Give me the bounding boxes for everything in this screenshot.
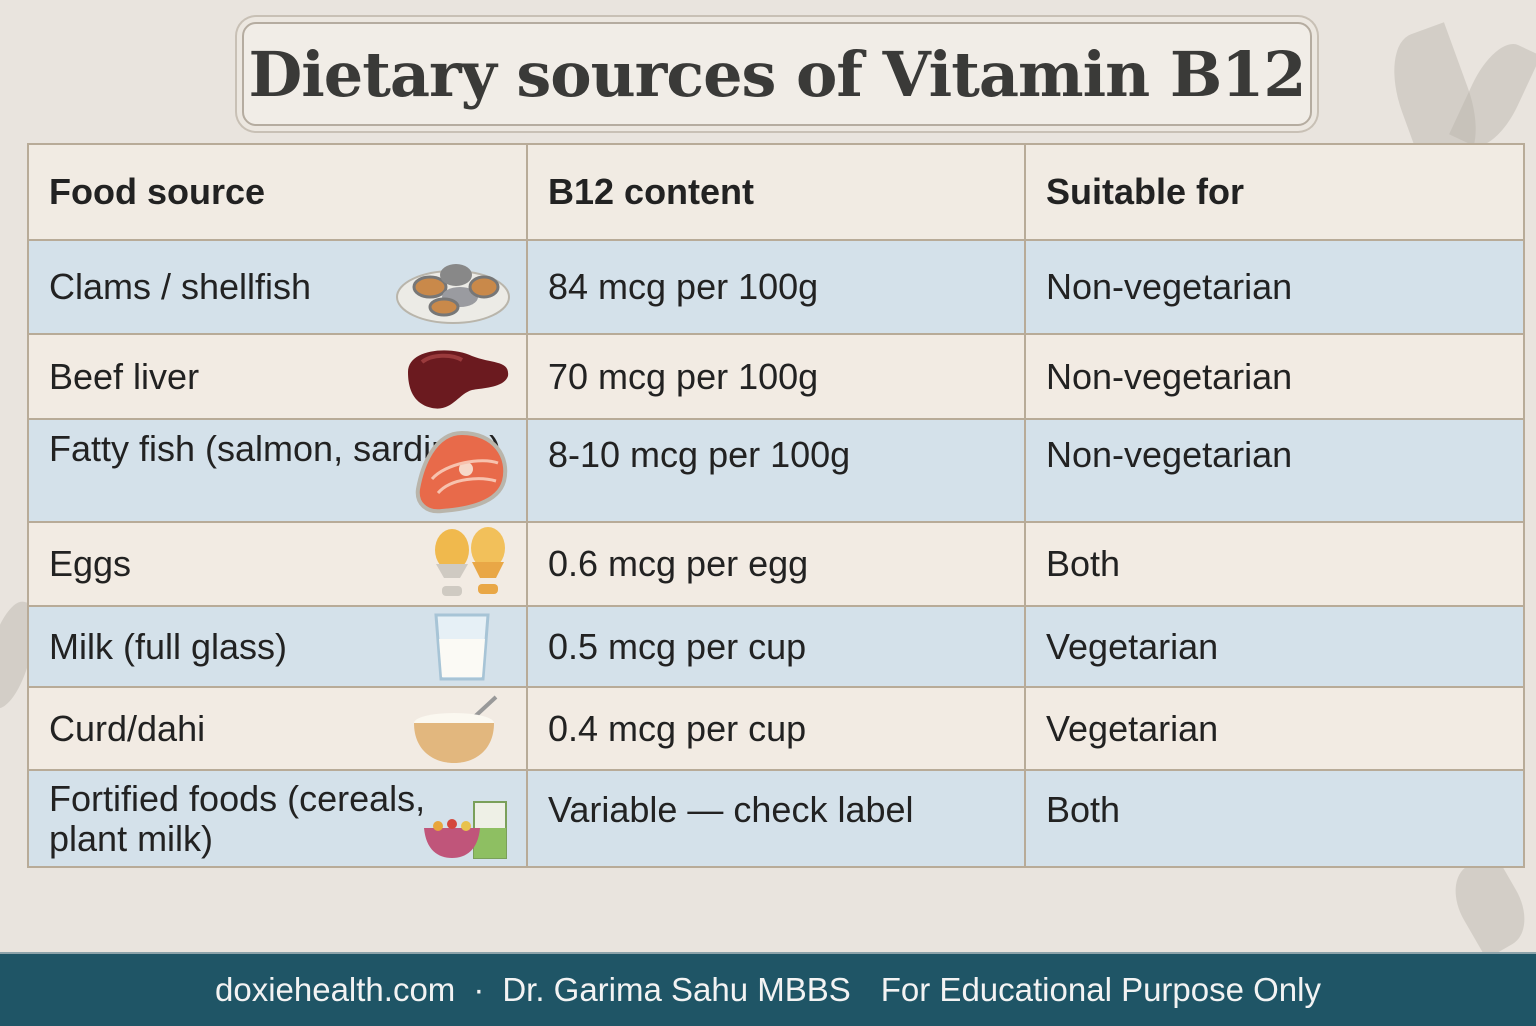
- b12-content: Variable — check label: [548, 789, 914, 830]
- milk-glass-icon: [434, 613, 490, 680]
- table-row: Clams / shellfish 84 mcg per 100g Non-ve…: [27, 239, 1525, 335]
- header-b12-content: B12 content: [526, 143, 1026, 241]
- table-row: Curd/dahi 0.4 mcg per cup Vegetarian: [27, 686, 1525, 771]
- table-row: Fatty fish (salmon, sardines) 8-10 mcg p…: [27, 418, 1525, 523]
- cereal-milk-icon: [424, 800, 507, 859]
- footer-author: Dr. Garima Sahu MBBS: [502, 971, 851, 1008]
- food-name: Milk (full glass): [49, 625, 288, 667]
- b12-content: 0.6 mcg per egg: [526, 521, 1026, 607]
- eggs-icon: [435, 527, 505, 596]
- page-title: Dietary sources of Vitamin B12: [248, 37, 1306, 111]
- food-name: Curd/dahi: [49, 707, 206, 749]
- food-name: Eggs: [49, 543, 132, 584]
- b12-content: 70 mcg per 100g: [526, 333, 1026, 420]
- suitable-for: Non-vegetarian: [1046, 434, 1293, 475]
- footer-bar: doxiehealth.com · Dr. Garima Sahu MBBS F…: [0, 952, 1536, 1026]
- curd-bowl-icon: [414, 695, 498, 763]
- suitable-for: Vegetarian: [1024, 605, 1525, 688]
- liver-icon: [408, 349, 509, 409]
- food-name: Fortified foods (cereals, plant milk): [49, 778, 426, 859]
- b12-content: 84 mcg per 100g: [526, 239, 1026, 335]
- food-name: Clams / shellfish: [49, 266, 312, 307]
- salmon-icon: [415, 430, 508, 513]
- suitable-for: Vegetarian: [1024, 686, 1525, 771]
- b12-content: 8-10 mcg per 100g: [548, 434, 851, 475]
- b12-content: 0.5 mcg per cup: [526, 605, 1026, 688]
- table-header-row: Food source B12 content Suitable for: [27, 143, 1525, 241]
- table-row: Milk (full glass) 0.5 mcg per cup Vegeta…: [27, 605, 1525, 688]
- footer-disclaimer: For Educational Purpose Only: [880, 971, 1321, 1008]
- clams-icon: [396, 264, 510, 324]
- food-name: Beef liver: [49, 355, 200, 397]
- table-row: Fortified foods (cereals, plant milk) Va…: [27, 769, 1525, 868]
- suitable-for: Non-vegetarian: [1024, 333, 1525, 420]
- footer-site: doxiehealth.com: [214, 971, 456, 1008]
- suitable-for: Both: [1024, 521, 1525, 607]
- b12-sources-table: Food source B12 content Suitable for Cla…: [27, 143, 1525, 868]
- footer-separator: ·: [473, 971, 485, 1008]
- b12-content: 0.4 mcg per cup: [526, 686, 1026, 771]
- table-row: Beef liver 70 mcg per 100g Non-vegetaria…: [27, 333, 1525, 420]
- table-row: Eggs 0.6 mcg per egg Both: [27, 521, 1525, 607]
- title-banner: Dietary sources of Vitamin B12: [242, 22, 1312, 126]
- header-food-source: Food source: [27, 143, 528, 241]
- header-suitable-for: Suitable for: [1024, 143, 1525, 241]
- suitable-for: Both: [1046, 789, 1121, 830]
- suitable-for: Non-vegetarian: [1024, 239, 1525, 335]
